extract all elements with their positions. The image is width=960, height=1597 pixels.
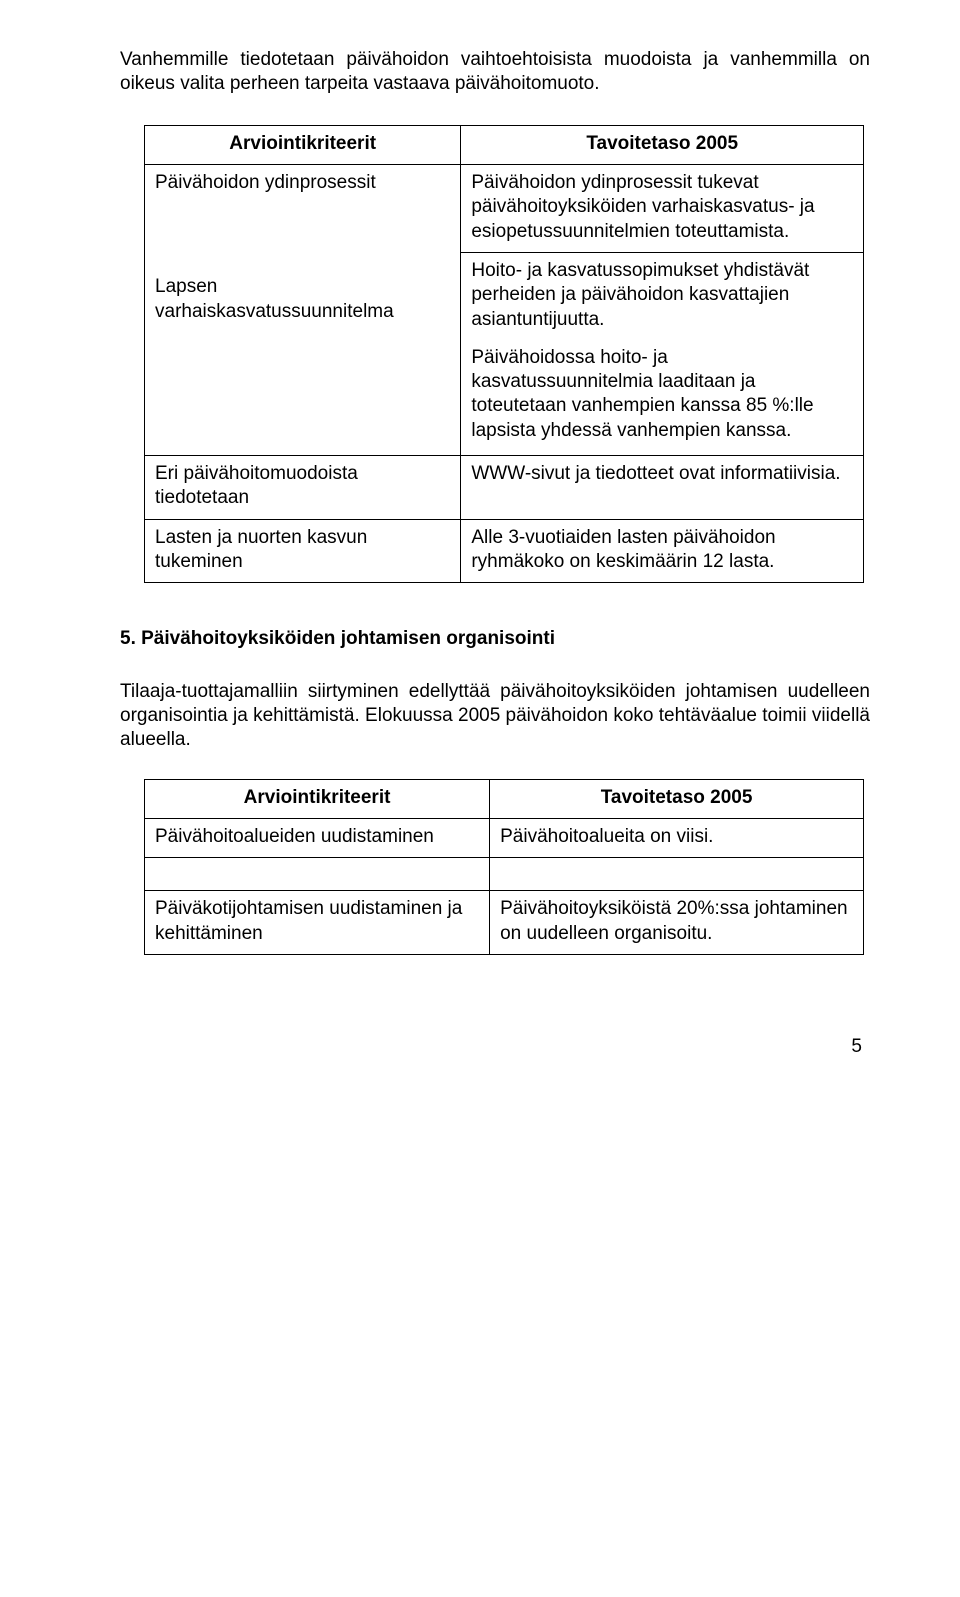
- cell-text: Lapsen varhaiskasvatussuunnitelma: [155, 275, 450, 324]
- intro-paragraph: Vanhemmille tiedotetaan päivähoidon vaih…: [120, 48, 870, 97]
- cell-text: Päivähoidon ydinprosessit: [155, 171, 450, 195]
- table-row: Päivähoidon ydinprosessit Lapsen varhais…: [145, 164, 864, 252]
- section-5-heading: 5. Päivähoitoyksiköiden johtamisen organ…: [120, 627, 870, 651]
- table-row: Eri päivähoitomuodoista tiedotetaan WWW-…: [145, 456, 864, 520]
- t1-r2-left: Eri päivähoitomuodoista tiedotetaan: [145, 456, 461, 520]
- table-gap-row: [145, 858, 864, 891]
- section-5-body: Tilaaja-tuottajamalliin siirtyminen edel…: [120, 680, 870, 753]
- cell-text: Päivähoidossa hoito- ja kasvatussuunnite…: [471, 346, 853, 443]
- criteria-table-1: Arviointikriteerit Tavoitetaso 2005 Päiv…: [144, 125, 864, 584]
- table-row: Päivähoitoalueiden uudistaminen Päivähoi…: [145, 818, 864, 857]
- t1-r3-left: Lasten ja nuorten kasvun tukeminen: [145, 519, 461, 583]
- page-number: 5: [120, 1035, 870, 1059]
- table-row: Päiväkotijohtamisen uudistaminen ja kehi…: [145, 891, 864, 955]
- t1-r1-right: Hoito- ja kasvatussopimukset yhdistävät …: [461, 252, 864, 455]
- t2-head-right: Tavoitetaso 2005: [490, 779, 864, 818]
- t1-r3-right: Alle 3-vuotiaiden lasten päivähoidon ryh…: [461, 519, 864, 583]
- t1-r0-left: Päivähoidon ydinprosessit Lapsen varhais…: [145, 164, 461, 455]
- t1-head-right: Tavoitetaso 2005: [461, 125, 864, 164]
- t1-r0-right: Päivähoidon ydinprosessit tukevat päiväh…: [461, 164, 864, 252]
- criteria-table-2: Arviointikriteerit Tavoitetaso 2005 Päiv…: [144, 779, 864, 955]
- t2-r0-right: Päivähoitoalueita on viisi.: [490, 818, 864, 857]
- cell-text: Hoito- ja kasvatussopimukset yhdistävät …: [471, 259, 853, 332]
- t2-r1-left: Päiväkotijohtamisen uudistaminen ja kehi…: [145, 891, 490, 955]
- t1-r2-right: WWW-sivut ja tiedotteet ovat informatiiv…: [461, 456, 864, 520]
- t2-r0-left: Päivähoitoalueiden uudistaminen: [145, 818, 490, 857]
- table-row: Lasten ja nuorten kasvun tukeminen Alle …: [145, 519, 864, 583]
- t2-r1-right: Päivähoitoyksiköistä 20%:ssa johtaminen …: [490, 891, 864, 955]
- t2-head-left: Arviointikriteerit: [145, 779, 490, 818]
- t1-head-left: Arviointikriteerit: [145, 125, 461, 164]
